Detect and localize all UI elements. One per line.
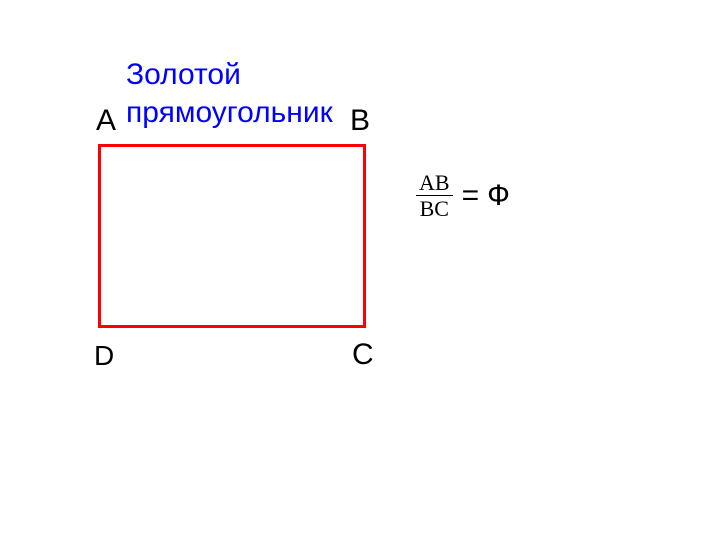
title-line1: Золотой bbox=[126, 58, 241, 91]
phi-symbol: Ф bbox=[487, 179, 510, 213]
title-line2: прямоугольник bbox=[126, 96, 333, 129]
fraction-numerator: AB bbox=[415, 170, 454, 195]
vertex-d-label: D bbox=[94, 340, 114, 372]
golden-ratio-formula: AB BC = Ф bbox=[415, 170, 510, 222]
fraction: AB BC bbox=[415, 170, 454, 222]
vertex-c-label: C bbox=[352, 338, 374, 372]
vertex-a-label: A bbox=[96, 104, 116, 138]
fraction-denominator: BC bbox=[416, 195, 453, 221]
equals-sign: = bbox=[462, 179, 480, 213]
diagram-title: Золотой прямоугольник bbox=[126, 56, 333, 131]
golden-rectangle bbox=[98, 144, 366, 328]
vertex-b-label: B bbox=[350, 104, 370, 138]
